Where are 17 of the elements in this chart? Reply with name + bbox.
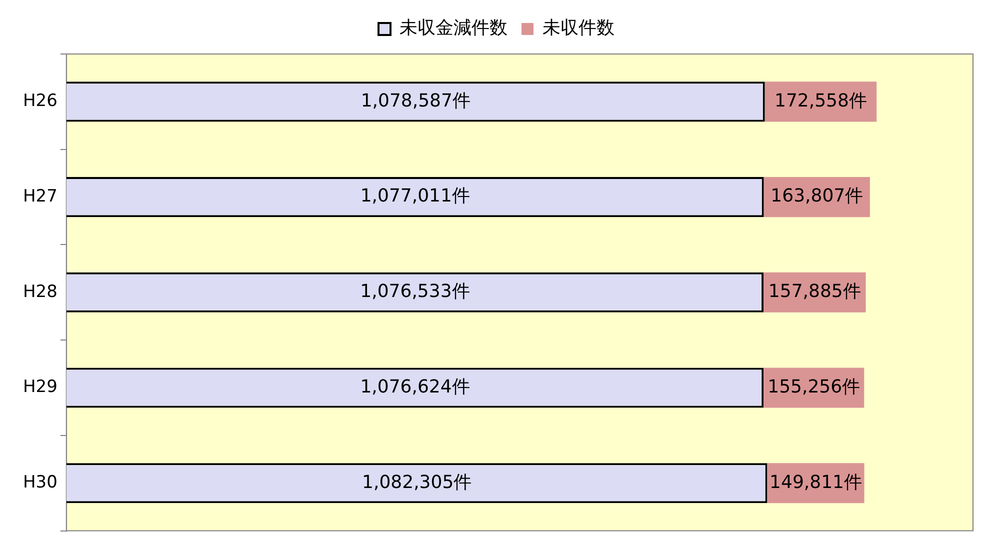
data-label: 1,076,624件 <box>360 376 470 398</box>
y-tick-label: H30 <box>22 472 58 493</box>
data-label: 155,256件 <box>768 376 860 398</box>
data-label: 157,885件 <box>768 281 861 302</box>
data-label: 1,076,533件 <box>360 281 470 302</box>
data-label: 1,078,587件 <box>360 90 470 112</box>
y-tick-label: H27 <box>22 186 58 206</box>
data-label: 163,807件 <box>770 186 864 207</box>
y-tick-label: H29 <box>22 377 58 398</box>
data-label: 172,558件 <box>774 90 867 112</box>
data-label: 1,082,305件 <box>362 472 472 493</box>
y-tick-label: H26 <box>22 91 58 112</box>
data-label: 1,077,011件 <box>360 186 470 207</box>
y-tick-label: H28 <box>22 282 58 302</box>
data-label: 149,811件 <box>770 472 862 493</box>
legend-label: 未収件数 <box>542 18 614 39</box>
legend-label: 未収金減件数 <box>400 18 508 39</box>
